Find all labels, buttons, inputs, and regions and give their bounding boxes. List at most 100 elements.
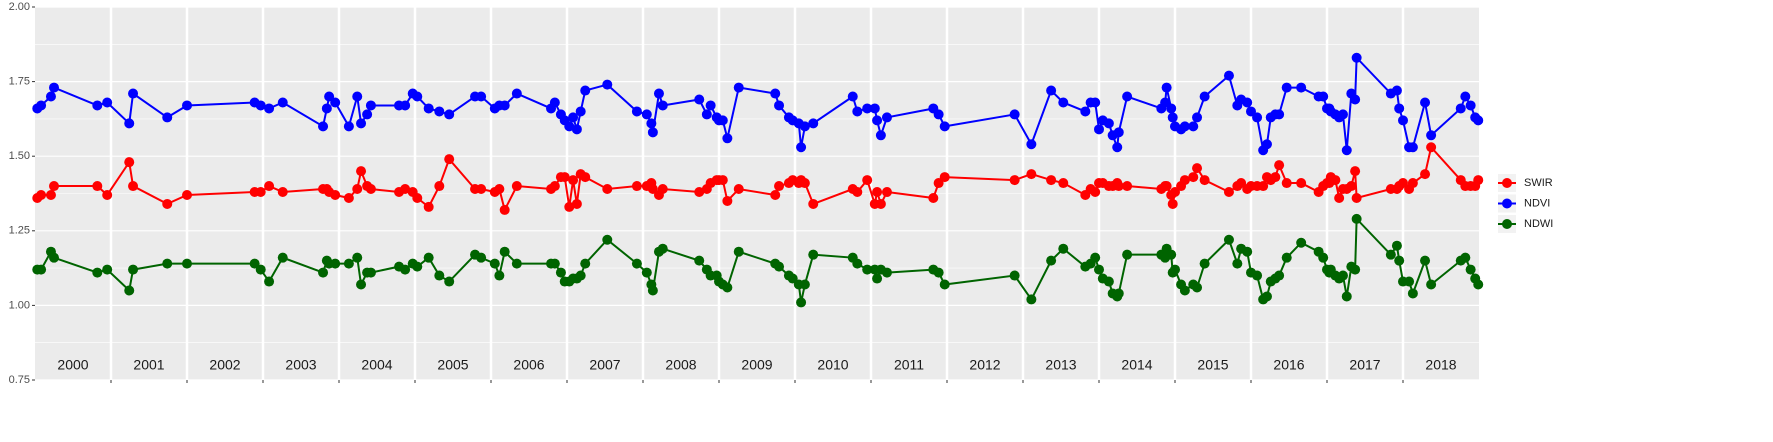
point <box>1274 160 1285 171</box>
legend-label: NDVI <box>1524 197 1550 209</box>
point <box>343 192 354 203</box>
point <box>1167 112 1178 123</box>
point <box>575 270 586 281</box>
point <box>36 264 47 275</box>
point <box>933 109 944 120</box>
point <box>124 157 135 168</box>
point <box>1274 109 1285 120</box>
point <box>1465 100 1476 111</box>
point <box>1420 97 1431 108</box>
point <box>1166 249 1177 260</box>
point <box>1460 91 1471 102</box>
point <box>657 243 668 254</box>
point <box>264 276 275 287</box>
point <box>722 195 733 206</box>
point <box>559 172 570 183</box>
point <box>499 204 510 215</box>
point <box>412 192 423 203</box>
point <box>1122 249 1133 260</box>
point <box>1103 118 1114 129</box>
point <box>647 285 658 296</box>
point <box>1426 130 1437 141</box>
point <box>657 184 668 195</box>
point <box>555 267 566 278</box>
point <box>1252 270 1263 281</box>
point <box>568 112 579 123</box>
point <box>568 175 579 186</box>
point <box>694 187 705 198</box>
point <box>511 88 522 99</box>
point <box>862 103 873 114</box>
point <box>277 187 288 198</box>
point <box>362 109 373 120</box>
year-label: 2011 <box>894 357 924 373</box>
point <box>92 100 103 111</box>
point <box>1465 264 1476 275</box>
point <box>494 270 505 281</box>
year-label: 2002 <box>209 357 240 373</box>
y-tick-label: 0.75 <box>9 374 30 386</box>
point <box>852 187 863 198</box>
point <box>646 118 657 129</box>
point <box>45 189 56 200</box>
point <box>694 94 705 105</box>
point <box>1296 237 1307 248</box>
point <box>701 109 712 120</box>
point <box>444 276 455 287</box>
point <box>1090 252 1101 263</box>
point <box>1232 258 1243 269</box>
year-label: 2005 <box>437 357 468 373</box>
point <box>49 82 59 93</box>
point <box>1223 234 1234 245</box>
point <box>774 261 785 272</box>
year-label: 2016 <box>1273 357 1304 373</box>
point <box>580 85 591 96</box>
point <box>1199 258 1210 269</box>
point <box>124 285 135 296</box>
point <box>330 258 341 269</box>
point <box>549 97 560 108</box>
point <box>255 264 266 275</box>
point <box>400 264 411 275</box>
point <box>1103 276 1114 287</box>
point <box>653 88 664 99</box>
point <box>575 106 586 117</box>
point <box>102 97 113 108</box>
point <box>657 100 668 111</box>
point <box>939 172 950 183</box>
point <box>1407 288 1418 299</box>
point <box>564 201 575 212</box>
point <box>1161 82 1172 93</box>
point <box>321 103 332 114</box>
y-tick-label: 1.25 <box>9 225 30 237</box>
point <box>1058 178 1069 189</box>
point <box>1026 294 1037 305</box>
point <box>1394 255 1405 266</box>
point <box>717 175 728 186</box>
point <box>705 100 716 111</box>
point <box>1026 139 1037 150</box>
point <box>423 201 434 212</box>
point <box>1192 282 1203 293</box>
point <box>722 133 733 144</box>
point <box>1350 94 1361 105</box>
point <box>1009 270 1020 281</box>
point <box>774 181 785 192</box>
point <box>36 100 47 111</box>
point <box>400 100 411 111</box>
point <box>1122 181 1133 192</box>
point <box>434 270 445 281</box>
point <box>92 267 103 278</box>
point <box>862 264 873 275</box>
legend-point <box>1502 178 1512 188</box>
point <box>1179 175 1190 186</box>
point <box>45 91 56 102</box>
point <box>1346 181 1357 192</box>
point <box>343 258 354 269</box>
point <box>1192 163 1203 174</box>
point <box>1281 252 1292 263</box>
point <box>1270 172 1281 183</box>
point <box>1385 249 1396 260</box>
point <box>641 109 652 120</box>
point <box>1090 97 1101 108</box>
